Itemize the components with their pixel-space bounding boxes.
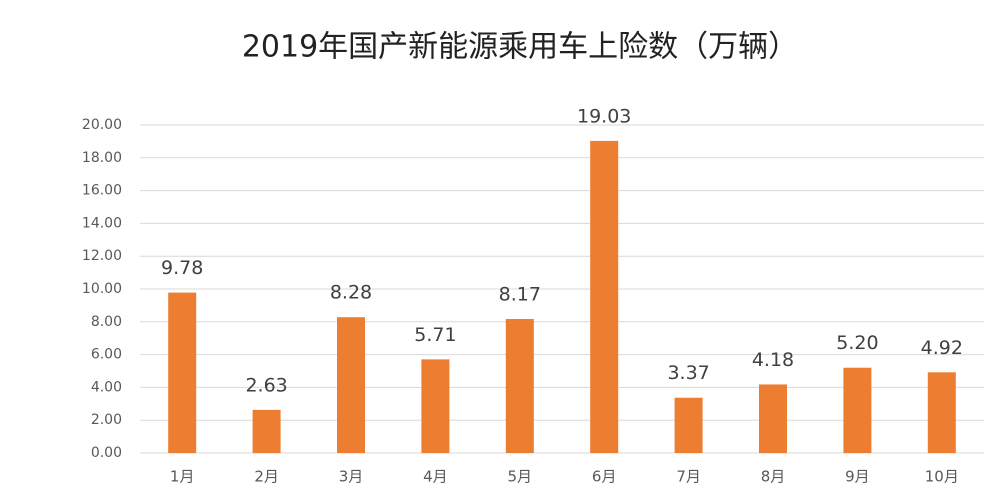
x-tick-label: 9月 — [845, 468, 870, 486]
y-tick-label: 8.00 — [91, 314, 122, 330]
bar — [505, 319, 534, 453]
bar — [421, 359, 450, 453]
x-tick-label: 10月 — [925, 468, 959, 486]
data-label: 8.28 — [330, 282, 372, 304]
data-label: 4.92 — [921, 337, 963, 359]
y-tick-label: 12.00 — [82, 248, 122, 264]
bar — [759, 384, 787, 453]
bar — [590, 140, 619, 453]
y-tick-label: 18.00 — [82, 150, 122, 166]
chart-title: 2019年国产新能源乘用车上险数（万辆） — [242, 30, 798, 65]
y-tick-label: 10.00 — [82, 281, 122, 297]
x-tick-label: 8月 — [761, 468, 786, 486]
x-tick-label: 1月 — [170, 468, 195, 486]
data-label: 3.37 — [667, 362, 709, 384]
bar — [337, 317, 365, 453]
bar — [927, 372, 956, 453]
x-tick-label: 4月 — [423, 468, 448, 486]
y-tick-label: 6.00 — [91, 347, 122, 363]
y-tick-label: 2.00 — [91, 412, 122, 428]
x-tick-label: 5月 — [508, 468, 533, 486]
data-label: 9.78 — [161, 257, 203, 279]
data-label: 2.63 — [245, 374, 287, 396]
y-tick-label: 14.00 — [82, 215, 122, 231]
y-tick-label: 0.00 — [91, 445, 122, 461]
data-label: 8.17 — [499, 284, 541, 306]
bar — [252, 409, 281, 453]
x-tick-label: 2月 — [254, 468, 279, 486]
data-label: 19.03 — [577, 105, 631, 127]
bar — [168, 292, 197, 453]
y-tick-label: 16.00 — [82, 183, 122, 199]
bar — [843, 367, 872, 453]
data-label: 5.20 — [836, 332, 878, 354]
x-tick-label: 3月 — [339, 468, 364, 486]
y-tick-label: 4.00 — [91, 379, 122, 395]
y-tick-label: 20.00 — [82, 117, 122, 133]
data-label: 4.18 — [752, 349, 794, 371]
x-tick-label: 7月 — [676, 468, 701, 486]
data-label: 5.71 — [414, 324, 456, 346]
x-tick-label: 6月 — [592, 468, 617, 486]
bar — [674, 397, 703, 453]
